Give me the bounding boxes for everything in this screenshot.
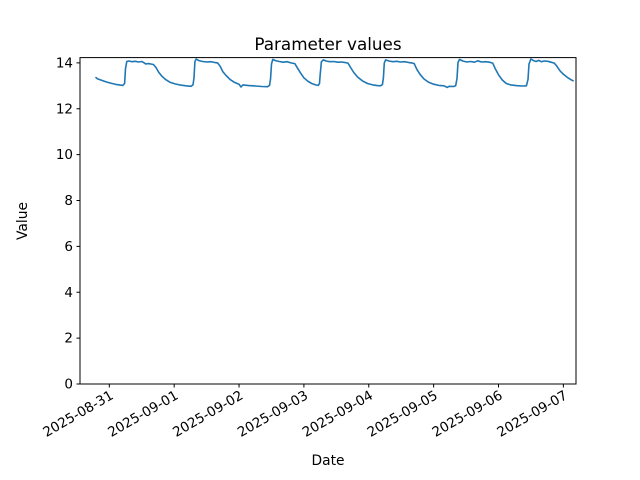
y-tick-label: 0 — [64, 377, 73, 393]
plot-area: 024681012142025-08-312025-09-012025-09-0… — [40, 55, 577, 441]
y-tick-label: 4 — [64, 285, 73, 301]
x-tick-label: 2025-09-02 — [170, 388, 246, 441]
y-tick-label: 14 — [56, 55, 73, 71]
chart-title: Parameter values — [254, 34, 401, 54]
x-tick-label: 2025-09-07 — [494, 388, 570, 441]
x-tick-label: 2025-09-03 — [235, 388, 311, 441]
axes-frame — [79, 57, 577, 385]
y-axis-label: Value — [15, 202, 31, 240]
y-tick-label: 8 — [64, 193, 73, 209]
series-line — [95, 58, 574, 89]
x-tick-label: 2025-09-06 — [430, 388, 506, 441]
y-tick-label: 6 — [64, 239, 73, 255]
x-tick-label: 2025-09-01 — [105, 388, 181, 441]
x-axis-label: Date — [312, 453, 345, 469]
y-tick-label: 2 — [64, 331, 73, 347]
x-tick-label: 2025-09-04 — [300, 388, 376, 441]
y-tick-label: 10 — [56, 147, 73, 163]
x-tick-label: 2025-09-05 — [365, 388, 441, 441]
x-tick-label: 2025-08-31 — [40, 388, 116, 441]
y-tick-label: 12 — [56, 101, 73, 117]
